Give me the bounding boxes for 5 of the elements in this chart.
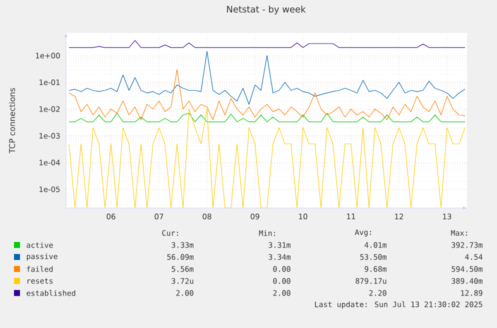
- line-series: [68, 108, 466, 208]
- line-series: [68, 69, 466, 120]
- line-series: [68, 50, 466, 105]
- chart-title: Netstat - by week: [227, 6, 306, 14]
- y-axis-title: TCP connections: [8, 88, 16, 154]
